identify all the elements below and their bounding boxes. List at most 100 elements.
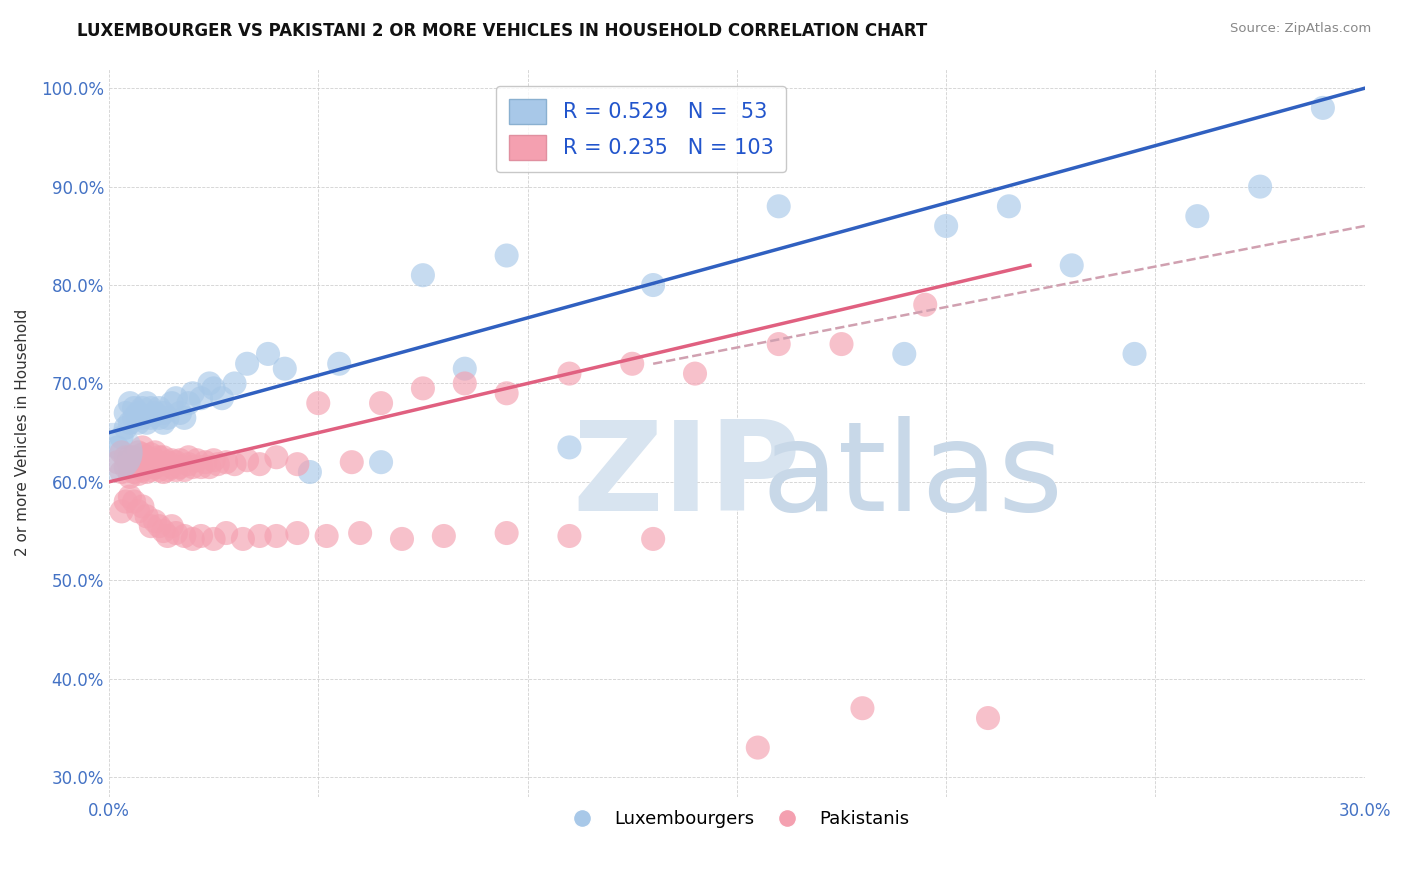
Point [177,396,200,410]
Point [131,441,153,455]
Point [127,453,149,467]
Point [683,367,706,381]
Point [412,268,434,283]
Point [433,529,456,543]
Point [285,457,308,471]
Point [266,450,288,465]
Point [105,455,128,469]
Point [977,711,1000,725]
Point [152,416,174,430]
Point [495,526,517,541]
Point [131,463,153,477]
Point [495,248,517,262]
Point [127,445,149,459]
Point [181,532,204,546]
Y-axis label: 2 or more Vehicles in Household: 2 or more Vehicles in Household [15,309,30,557]
Point [122,410,145,425]
Point [181,386,204,401]
Text: LUXEMBOURGER VS PAKISTANI 2 OR MORE VEHICLES IN HOUSEHOLD CORRELATION CHART: LUXEMBOURGER VS PAKISTANI 2 OR MORE VEHI… [77,22,928,40]
Point [224,376,246,391]
Point [914,298,936,312]
Point [173,529,195,543]
Point [851,701,873,715]
Point [173,463,195,477]
Text: ZIP: ZIP [572,416,801,537]
Point [148,410,170,425]
Point [118,416,141,430]
Text: Source: ZipAtlas.com: Source: ZipAtlas.com [1230,22,1371,36]
Point [110,431,132,445]
Point [249,529,271,543]
Point [118,450,141,465]
Point [1123,347,1146,361]
Point [1187,209,1209,223]
Point [298,465,321,479]
Point [148,457,170,471]
Point [169,453,191,467]
Point [118,460,141,475]
Point [173,410,195,425]
Point [768,199,790,213]
Point [190,460,212,475]
Point [236,357,259,371]
Point [152,524,174,538]
Point [152,457,174,471]
Point [1249,179,1271,194]
Point [110,465,132,479]
Point [558,367,581,381]
Point [391,532,413,546]
Point [202,532,225,546]
Point [307,396,329,410]
Point [122,401,145,415]
Point [160,519,183,533]
Point [156,455,179,469]
Point [118,470,141,484]
Point [148,519,170,533]
Point [156,410,179,425]
Point [152,406,174,420]
Point [768,337,790,351]
Point [215,526,238,541]
Point [122,450,145,465]
Point [186,453,208,467]
Point [114,450,136,465]
Point [118,490,141,504]
Point [148,463,170,477]
Point [131,500,153,514]
Point [370,455,392,469]
Point [169,406,191,420]
Point [643,278,665,293]
Point [224,457,246,471]
Point [110,445,132,459]
Point [135,457,157,471]
Point [315,529,337,543]
Point [152,450,174,465]
Point [139,519,162,533]
Point [122,494,145,508]
Point [266,529,288,543]
Point [156,529,179,543]
Point [127,467,149,481]
Point [127,406,149,420]
Point [114,421,136,435]
Point [621,357,644,371]
Point [114,494,136,508]
Point [105,441,128,455]
Point [207,457,229,471]
Point [148,401,170,415]
Point [232,532,254,546]
Point [285,526,308,541]
Point [143,445,166,459]
Point [340,455,363,469]
Point [139,463,162,477]
Point [165,463,187,477]
Point [135,509,157,524]
Point [122,457,145,471]
Point [135,396,157,410]
Point [177,457,200,471]
Point [101,445,124,459]
Point [122,465,145,479]
Point [558,441,581,455]
Point [152,465,174,479]
Point [118,396,141,410]
